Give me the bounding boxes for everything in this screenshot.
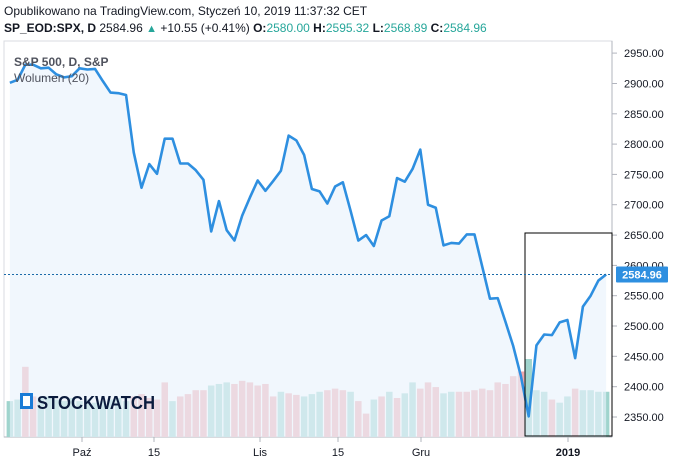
ohlc-header: SP_EOD:SPX, D 2584.96 ▲ +10.55 (+0.41%) … [4,21,487,35]
highlight-rectangle[interactable] [524,232,613,437]
time-tick-label: Lis [253,447,268,459]
last-price-label-bg [616,266,668,283]
price-tick-label: 2800.00 [624,139,664,151]
high-label: H: [313,21,326,35]
price-tick-label: 2750.00 [624,169,664,181]
price-line [9,63,607,418]
low-value: 2568.89 [383,21,428,35]
time-tick-label: 15 [332,447,344,459]
price-tick-label: 2350.00 [624,412,664,424]
price-tick-label: 2400.00 [624,382,664,394]
price-tick-label: 2850.00 [624,109,664,121]
price-tick-label: 2500.00 [624,321,664,333]
last-price-marker: 2584.96 [4,266,668,283]
open-label: O: [253,21,267,35]
published-note: Opublikowano na TradingView.com, Styczeń… [4,4,368,18]
time-tick-label: Gru [412,447,430,459]
price-tick-label: 2950.00 [624,48,664,60]
watermark-icon-inner [23,396,30,406]
price-tick-label: 2450.00 [624,351,664,363]
open-value: 2580.00 [266,21,310,35]
watermark-logo: STOCKWATCH [20,393,155,413]
close-label: C: [430,21,444,35]
volume-bar [525,359,532,437]
time-tick-label: Paź [73,447,92,459]
price-axis[interactable]: 2350.002400.002450.002500.002550.002600.… [612,48,664,424]
time-tick-label: 15 [148,447,160,459]
price-tick-label: 2650.00 [624,230,664,242]
up-arrow-icon: ▲ [146,23,157,35]
close-value: 2584.96 [443,21,487,35]
change-value: +10.55 (+0.41%) [160,21,250,35]
legend-title: S&P 500, D, S&P [14,55,109,69]
low-label: L: [372,21,384,35]
price-tick-label: 2700.00 [624,200,664,212]
watermark-text: STOCKWATCH [37,393,155,413]
last-price: 2584.96 [99,21,143,35]
legend-volume: Wolumen (20) [14,71,89,85]
price-area-fill [9,64,607,438]
last-price-label: 2584.96 [622,270,662,282]
price-tick-label: 2550.00 [624,291,664,303]
time-axis[interactable]: Paź 15 Lis 15 Gru 2019 [73,437,581,459]
price-area [9,63,607,438]
symbol-label[interactable]: SP_EOD:SPX, D [4,21,97,35]
price-tick-label: 2900.00 [624,79,664,91]
high-value: 2595.32 [325,21,370,35]
time-tick-label: 2019 [556,447,580,459]
